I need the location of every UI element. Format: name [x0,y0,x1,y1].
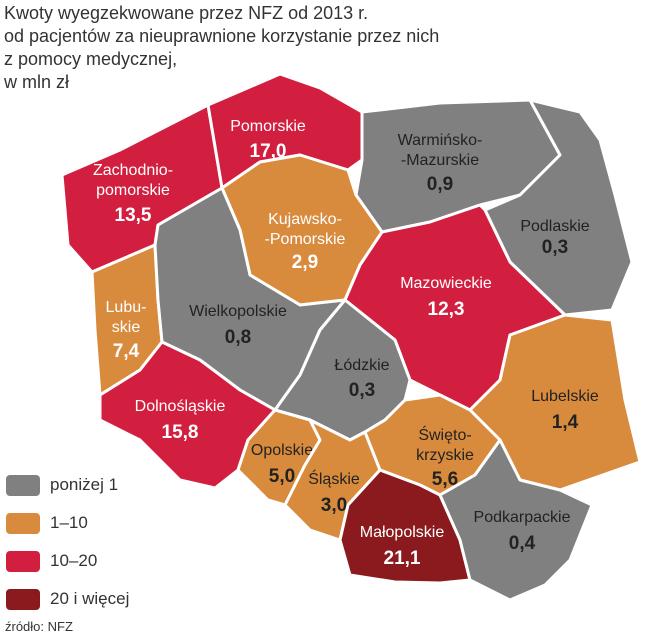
region-value: 21,1 [384,548,421,569]
region-value: 0,8 [225,327,251,348]
region-name: Święto- [418,425,471,444]
region-name: Lubu- [106,299,147,316]
legend: poniżej 1 1–10 10–20 20 i więcej [6,466,129,618]
region-value: 17,0 [250,141,287,162]
region-value: 3,0 [321,495,347,516]
region-value: 5,6 [432,469,458,490]
region-name: Małopolskie [360,524,445,541]
region-name: pomorskie [96,182,170,199]
region-podkarpackie: Podkarpackie 0,4 [438,438,594,602]
source-note: źródło: NFZ [5,619,73,634]
legend-item-1-10: 1–10 [6,504,129,542]
region-value: 5,0 [269,466,295,487]
region-name: Łódzkie [334,357,389,374]
region-name: Opolskie [251,442,313,459]
region-value: 0,4 [509,533,536,554]
legend-swatch [6,588,40,610]
legend-label: 20 i więcej [50,589,130,608]
region-name: Wielkopolskie [189,303,287,320]
region-name: Mazowieckie [400,275,492,292]
legend-item-below-1: poniżej 1 [6,466,129,504]
legend-label: 10–20 [50,551,98,570]
region-dolnoslaskie: Dolnośląskie 15,8 [98,340,277,490]
region-name: Podlaskie [520,218,589,235]
region-wielkopolskie: Wielkopolskie 0,8 [153,186,347,412]
map-title: Kwoty wyegzekwowane przez NFZ od 2013 r.… [4,2,464,94]
region-value: 0,3 [542,237,568,258]
legend-label: poniżej 1 [50,475,119,494]
region-name: Warmińsko- [398,132,483,149]
region-value: 2,9 [292,252,318,273]
legend-item-10-20: 10–20 [6,542,129,580]
legend-item-20-plus: 20 i więcej [6,580,129,618]
region-name: skie [112,319,141,336]
region-value: 12,3 [428,299,465,320]
legend-swatch [6,550,40,572]
region-value: 13,5 [115,205,152,226]
region-name: -Pomorskie [265,231,346,248]
legend-swatch [6,474,40,496]
region-name: Śląskie [308,469,360,488]
region-name: -Mazurskie [401,152,479,169]
region-podlaskie: Podlaskie 0,3 [483,98,634,317]
legend-swatch [6,512,40,534]
title-line-1: Kwoty wyegzekwowane przez NFZ od 2013 r. [4,3,369,23]
region-value: 7,4 [113,341,140,362]
region-lubuskie: Lubu-skie 7,4 [90,243,164,397]
legend-label: 1–10 [50,513,88,532]
title-line-2: od pacjentów za nieuprawnione korzystani… [4,26,440,46]
title-line-4: w mln zł [4,72,70,92]
region-name: krzyskie [416,447,474,464]
region-name: Kujawsko- [268,211,342,228]
title-line-3: z pomocy medycznej, [4,49,178,69]
region-malopolskie: Małopolskie 21,1 [338,468,472,585]
region-name: Dolnośląskie [135,398,226,415]
region-value: 0,9 [427,174,453,195]
region-name: Zachodnio- [93,162,173,179]
region-name: Pomorskie [230,118,306,135]
region-name: Podkarpackie [474,509,571,526]
region-value: 15,8 [162,422,199,443]
region-value: 1,4 [552,412,579,433]
region-name: Lubelskie [531,388,599,405]
region-zachodniopomorskie: Zachodnio-pomorskie 13,5 [60,103,224,274]
region-lubelskie: Lubelskie 1,4 [468,313,642,492]
region-value: 0,3 [349,380,375,401]
